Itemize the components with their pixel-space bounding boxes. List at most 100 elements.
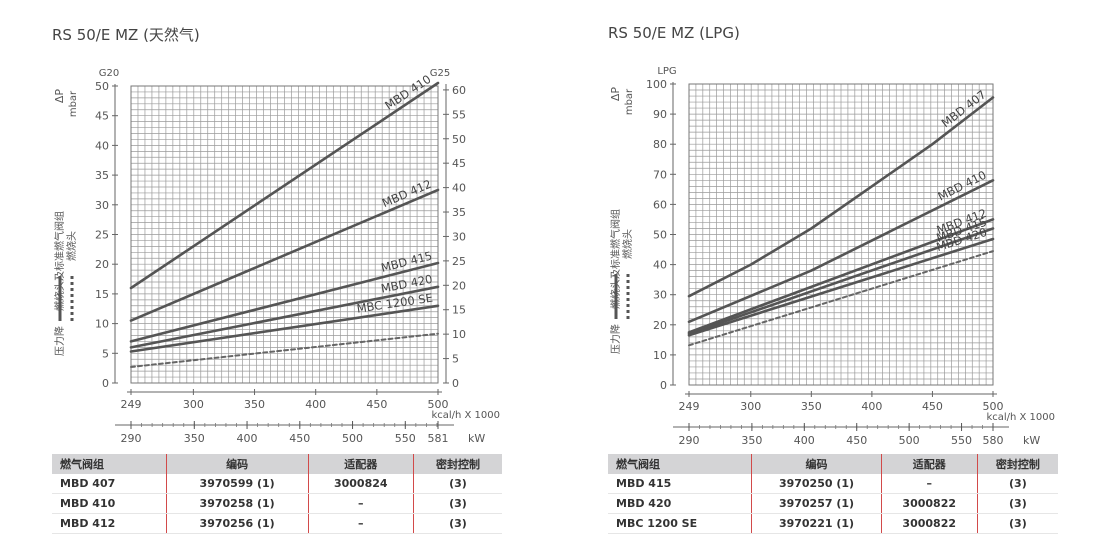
column-header-adapter: 适配器 (307, 454, 414, 474)
cell-code: 3970599 (1) (165, 474, 309, 494)
x-tick-label: 450 (922, 400, 943, 413)
series-label: MBD 412 (380, 177, 434, 210)
chart-panel-natural-gas: RS 50/E MZ (天然气) 0 5 10 15 20 25 30 35 40 45 50 G20… (52, 26, 502, 534)
kw-tick-label: 290 (121, 432, 142, 445)
y2-tick-label: 60 (452, 84, 466, 97)
table-row: MBD 420 3970257 (1) 3000822 (3) (608, 493, 1058, 514)
x-tick-label: 500 (428, 398, 449, 411)
cell-seal-control: (3) (976, 493, 1058, 514)
y-tick-label: 80 (653, 138, 667, 151)
cell-adapter: 3000822 (880, 513, 978, 534)
kw-tick-label: 350 (184, 432, 205, 445)
y-tick-label: 0 (102, 377, 109, 390)
table-row: MBD 415 3970250 (1) – (3) (608, 474, 1058, 494)
cell-code: 3970221 (1) (751, 513, 882, 534)
kw-tick-label: 580 (983, 434, 1004, 447)
kw-tick-label: 500 (899, 434, 920, 447)
legend-burner-gas-train: 燃烧头及标准燃气阀组 (609, 209, 622, 309)
y-tick-label: 90 (653, 108, 667, 121)
table-row: MBD 410 3970258 (1) – (3) (52, 493, 502, 514)
x-tick-label: 400 (861, 400, 882, 413)
x-tick-label: 500 (983, 400, 1004, 413)
y-tick-label: 30 (95, 199, 109, 212)
kw-tick-label: 290 (679, 434, 700, 447)
cell-seal-control: (3) (976, 513, 1058, 534)
cell-code: 3970256 (1) (165, 513, 309, 534)
y-axis-title: ΔP (53, 89, 66, 104)
series-line-pressure-drop-dashed (130, 332, 439, 368)
y-tick-label: 15 (95, 288, 109, 301)
y-tick-label: 70 (653, 168, 667, 181)
legend-pressure-drop: 压力降 (609, 324, 622, 354)
y-tick-label: 30 (653, 289, 667, 302)
cell-adapter: 3000824 (307, 474, 414, 494)
series-line-mbd-420 (687, 237, 995, 337)
y-tick-label: 20 (653, 319, 667, 332)
cell-gas-train: MBC 1200 SE (608, 513, 752, 534)
series-line-mbc-1200-se (129, 304, 440, 353)
kw-tick-label: 550 (951, 434, 972, 447)
y-axis-gas-label: G20 (99, 68, 119, 79)
column-header-code: 编码 (751, 454, 882, 474)
y2-tick-label: 20 (452, 279, 466, 292)
x-axis-unit: kcal/h X 1000 (431, 410, 500, 421)
y2-tick-label: 10 (452, 328, 466, 341)
kw-tick-label: 400 (794, 434, 815, 447)
x-tick-label: 249 (121, 398, 142, 411)
kw-tick-label: 450 (289, 432, 310, 445)
pressure-drop-chart-natural-gas: 05101520253035404550G2005101520253035404… (53, 68, 500, 445)
series-line-mbd-410 (687, 179, 995, 324)
cell-adapter: – (880, 474, 978, 494)
x-tick-label: 450 (366, 398, 387, 411)
kw-tick-label: 450 (846, 434, 867, 447)
kw-tick-label: 581 (428, 432, 449, 445)
kw-tick-label: 400 (237, 432, 258, 445)
series-line-mbd-415 (687, 227, 995, 336)
table-header-row: 燃气阀组 编码 适配器 密封控制 (52, 454, 502, 474)
table-header-row: 燃气阀组 编码 适配器 密封控制 (608, 454, 1058, 474)
kw-axis-unit: kW (468, 432, 485, 445)
x-tick-label: 350 (244, 398, 265, 411)
y2-tick-label: 55 (452, 108, 466, 121)
y-axis-gas-label: LPG (657, 66, 676, 77)
y2-tick-label: 25 (452, 255, 466, 268)
legend-burner-head: 燃烧头 (621, 229, 634, 259)
cell-gas-train: MBD 410 (52, 493, 167, 514)
cell-gas-train: MBD 420 (608, 493, 752, 514)
cell-gas-train: MBD 415 (608, 474, 752, 494)
kw-tick-label: 500 (342, 432, 363, 445)
y-tick-label: 45 (95, 110, 109, 123)
chart-panel-lpg: RS 50/E MZ (LPG) 0 10 20 30 40 50 60 70 80 90 100 L… (556, 0, 1112, 555)
cell-seal-control: (3) (412, 474, 502, 494)
gas-train-table-natural-gas: 燃气阀组 编码 适配器 密封控制 MBD 407 3970599 (1) 300… (52, 454, 502, 534)
plot-frame (130, 85, 439, 384)
cell-gas-train: MBD 407 (52, 474, 167, 494)
y2-tick-label: 45 (452, 157, 466, 170)
y2-tick-label: 15 (452, 304, 466, 317)
y-tick-label: 0 (660, 379, 667, 392)
column-header-seal-control: 密封控制 (412, 454, 502, 474)
series-line-mbd-412 (687, 218, 995, 334)
y2-tick-label: 50 (452, 133, 466, 146)
gas-train-table-lpg: 燃气阀组 编码 适配器 密封控制 MBD 415 3970250 (1) – (… (608, 454, 1058, 534)
cell-code: 3970257 (1) (751, 493, 882, 514)
y-tick-label: 40 (95, 139, 109, 152)
y-tick-label: 60 (653, 198, 667, 211)
series-line-pressure-drop-dashed (688, 250, 994, 347)
series-line-mbd-410 (129, 81, 440, 290)
panel-title: RS 50/E MZ (天然气) (52, 26, 200, 44)
y2-tick-label: 5 (452, 353, 459, 366)
y2-axis-gas-label: G25 (430, 68, 450, 79)
column-header-gas-train: 燃气阀组 (608, 454, 752, 474)
y2-tick-label: 40 (452, 182, 466, 195)
series-line-mbd-420 (129, 285, 440, 349)
legend-pressure-drop: 压力降 (53, 326, 66, 356)
legend-burner-head: 燃烧头 (65, 231, 78, 261)
kw-tick-label: 350 (741, 434, 762, 447)
cell-seal-control: (3) (412, 513, 502, 534)
y-tick-label: 50 (95, 80, 109, 93)
y2-tick-label: 30 (452, 230, 466, 243)
x-tick-label: 350 (801, 400, 822, 413)
series-line-mbd-415 (129, 261, 440, 343)
y-tick-label: 10 (653, 349, 667, 362)
